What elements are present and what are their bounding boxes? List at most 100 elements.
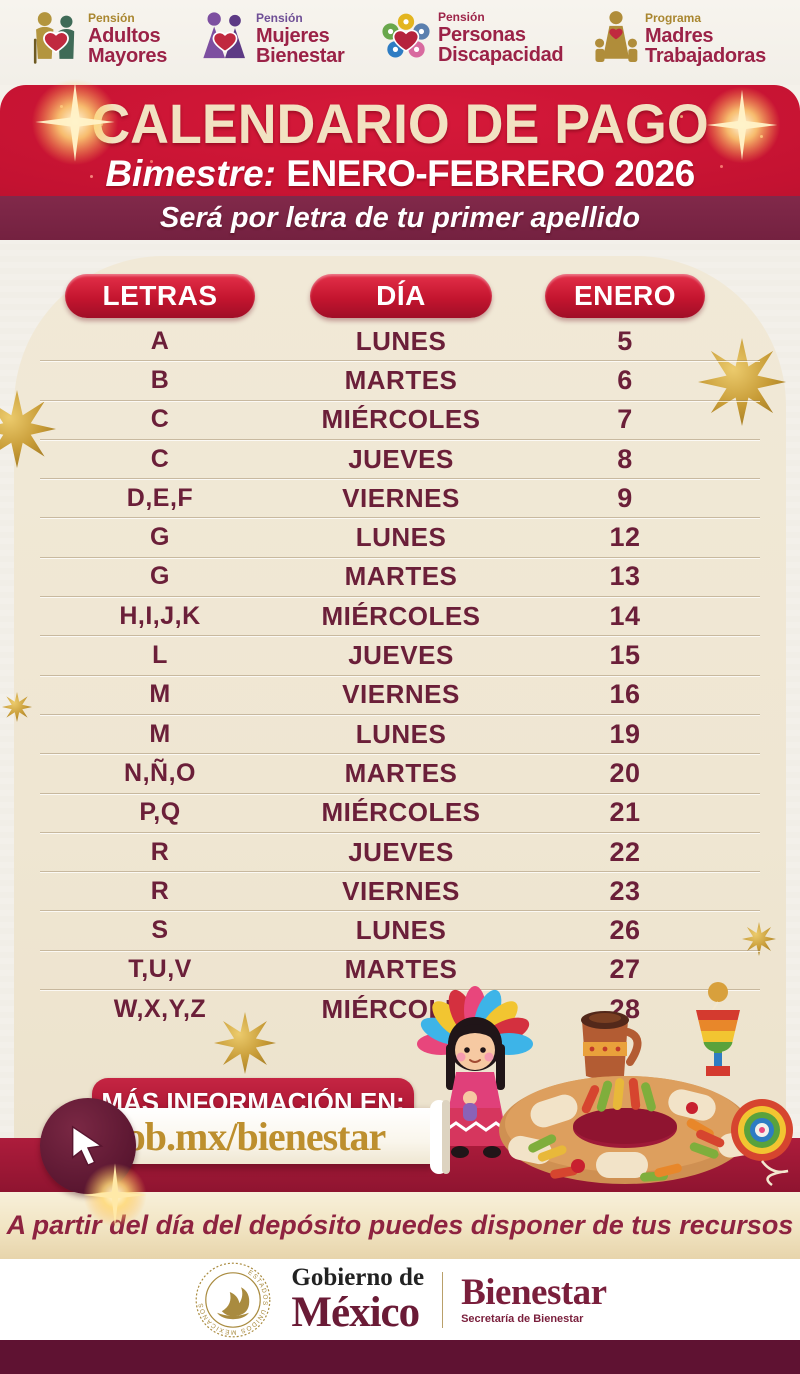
cell-letters: N,Ñ,O [124,758,196,787]
cell-date: 21 [609,797,641,828]
government-footer: ESTADOS UNIDOS MEXICANOS Gobierno de Méx… [0,1259,800,1340]
cell-letters: L [152,641,168,670]
bienestar-url[interactable]: gob.mx/bienestar [106,1113,386,1159]
sparkle-flare-icon [703,86,781,164]
cell-day: MARTES [344,561,458,592]
mother-children-icon [595,11,638,62]
table-row: S LUNES 26 [40,911,760,951]
cell-date: 14 [609,600,641,631]
women-icon [203,12,245,59]
cell-letters: S [151,916,169,945]
cell-day: MARTES [344,364,458,395]
rosca-de-reyes-icon [499,1076,760,1184]
table-row: B MARTES 6 [40,361,760,401]
column-label: ENERO [573,280,677,311]
sparkle-flare-icon [31,78,119,166]
cell-letters: M [149,719,171,748]
table-row: D,E,F VIERNES 9 [40,479,760,519]
cell-date: 8 [617,443,633,474]
surname-note-strip: Será por letra de tu primer apellido [0,196,800,240]
sparkle-flare-icon [83,1163,147,1227]
calendar-section: LETRAS DÍA ENERO A LUNES 5 B MARTES 6 C MIÉRCOL… [0,240,800,1227]
table-row: A LUNES 5 [40,322,760,362]
title-banner: CALENDARIO DE PAGO Bimestre: ENERO-FEBRE… [0,78,800,196]
cell-letters: R [150,837,170,866]
table-row: R VIERNES 23 [40,872,760,912]
disability-flower-icon [382,13,430,58]
cell-date: 12 [609,522,641,553]
program-mujeres-bienestar: Pensión Mujeres Bienestar [200,8,345,70]
table-row: H,I,J,K MIÉRCOLES 14 [40,597,760,637]
cell-date: 26 [609,915,641,946]
subtitle-label: Bimestre: [105,153,276,194]
cell-day: MIÉRCOLES [321,600,481,631]
agency-subtitle: Secretaría de Bienestar [461,1313,584,1325]
program-tag: Pensión [88,11,135,25]
table-row: N,Ñ,O MARTES 20 [40,754,760,794]
cell-date: 6 [617,364,633,395]
table-row: P,Q MIÉRCOLES 21 [40,794,760,833]
cell-letters: C [150,405,170,434]
program-tag: Programa [645,11,702,25]
cell-day: LUNES [355,325,447,356]
column-header-enero: ENERO [545,274,705,318]
cell-date: 20 [609,757,641,788]
deposit-notice-strip: A partir del día del depósito puedes dis… [0,1192,800,1259]
cell-date: 16 [609,679,641,710]
cell-letters: T,U,V [128,955,192,984]
cell-date: 15 [609,640,641,671]
gold-star-icon [2,692,32,722]
gobierno-wordmark: Gobierno de México [291,1265,424,1334]
cell-letters: P,Q [139,798,181,827]
table-row: L JUEVES 15 [40,636,760,676]
cell-letters: B [150,365,170,394]
cell-day: JUEVES [348,443,454,474]
cell-letters: H,I,J,K [119,601,201,630]
program-name-line1: Personas [438,24,526,46]
rosca-doll-illustration [417,982,793,1187]
table-row: M VIERNES 16 [40,676,760,715]
table-rows: A LUNES 5 B MARTES 6 C MIÉRCOLES 7 C JUEVES 8 D,E,F V… [40,322,760,1024]
cell-letters: A [150,326,170,355]
cell-day: MARTES [344,954,458,985]
column-header-letras: LETRAS [65,274,255,318]
column-label: LETRAS [102,280,218,311]
cell-day: LUNES [355,718,447,749]
cell-day: LUNES [355,522,447,553]
gold-star-icon [0,390,56,468]
maria-doll-icon [417,986,533,1158]
cell-day: MIÉRCOLES [321,797,481,828]
table-row: G MARTES 13 [40,558,760,598]
table-row: C JUEVES 8 [40,440,760,480]
column-label: DÍA [376,280,426,311]
page-title: CALENDARIO DE PAGO [91,92,709,155]
cell-letters: G [150,523,170,552]
table-row: M LUNES 19 [40,715,760,755]
program-tag: Pensión [438,10,485,24]
cell-letters: R [150,876,170,905]
column-header-dia: DÍA [310,274,492,318]
cream-panel [14,256,786,1192]
cell-date: 22 [609,836,641,867]
clay-mug-icon [581,1011,642,1080]
cell-letters: D,E,F [126,483,194,512]
program-madres-trabajadoras: Programa Madres Trabajadoras [593,8,766,70]
balero-toy-icon [696,982,740,1076]
programs-header: Pensión Adultos Mayores Pensión Mujeres … [0,0,800,85]
gold-star-icon [214,1012,276,1074]
cell-date: 19 [609,718,641,749]
bottom-maroon-strip [0,1340,800,1374]
cell-day: JUEVES [348,836,454,867]
gold-star-icon [742,922,776,956]
cell-letters: M [149,680,171,709]
table-row: T,U,V MARTES 27 [40,951,760,991]
program-name-line1: Mujeres [256,25,330,47]
ribbon-curl [430,1100,450,1174]
program-name-line2: Discapacidad [438,44,564,66]
footer-divider [442,1271,444,1328]
cell-letters: W,X,Y,Z [113,994,207,1023]
cell-day: JUEVES [348,640,454,671]
gold-star-icon [698,338,786,426]
cell-day: LUNES [355,915,447,946]
program-tag: Pensión [256,11,303,25]
